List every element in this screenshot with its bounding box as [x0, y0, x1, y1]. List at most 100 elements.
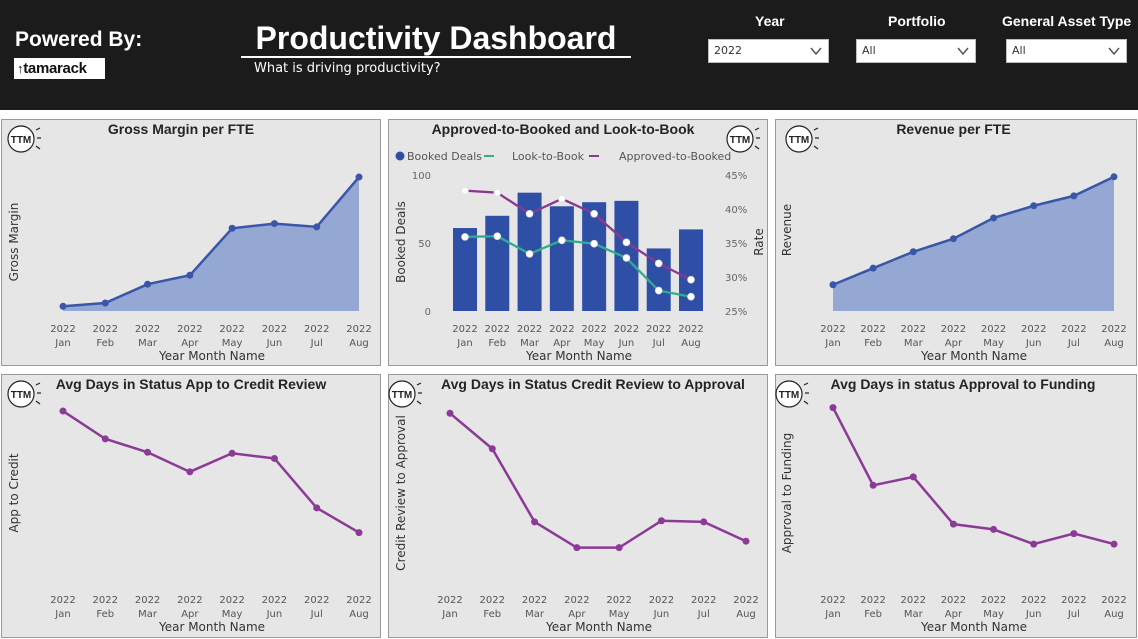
gross-margin-panel: Gross Margin per FTE TTM 2022 Jan 2022 Feb 2…	[1, 119, 381, 366]
data-point	[461, 186, 469, 195]
data-point	[1070, 530, 1078, 538]
data-point	[742, 537, 750, 545]
x-tick-year: 2022	[517, 324, 542, 335]
ttm-ray	[754, 127, 760, 131]
x-tick-month: Jan	[456, 338, 472, 349]
data-point	[101, 435, 109, 443]
x-tick-year: 2022	[304, 595, 329, 606]
revenue-panel: Revenue per FTE TTM 2022 Jan 2022 Feb 2022 Ma…	[775, 119, 1137, 366]
x-tick-month: May	[222, 609, 243, 620]
x-tick-year: 2022	[981, 324, 1006, 335]
data-point	[144, 280, 152, 288]
y-tick-right: 30%	[725, 273, 747, 284]
x-tick-month: Aug	[349, 338, 369, 349]
x-tick-month: Apr	[181, 338, 199, 349]
app-to-credit-chart: 2022 Jan 2022 Feb 2022 Mar 2022 Apr 2022 May 2022 J…	[7, 407, 372, 634]
data-point	[590, 239, 598, 248]
data-point	[990, 214, 998, 222]
portfolio-filter-label: Portfolio	[888, 13, 946, 29]
year-filter-dropdown[interactable]: 2022	[708, 39, 829, 63]
x-tick-year: 2022	[1021, 324, 1046, 335]
x-tick-year: 2022	[901, 324, 926, 335]
x-tick-month: Jul	[310, 609, 323, 620]
series-line	[832, 175, 1115, 286]
chevron-down-icon	[810, 47, 822, 56]
data-point	[622, 254, 631, 262]
x-tick-year: 2022	[860, 595, 885, 606]
x-tick-month: Jun	[266, 338, 283, 349]
x-tick-year: 2022	[581, 324, 606, 335]
x-tick-year: 2022	[93, 324, 118, 335]
x-tick-year: 2022	[1021, 595, 1046, 606]
x-tick-month: Jan	[824, 609, 840, 620]
ttm-icon: TTM	[726, 125, 760, 153]
x-tick-month: Jan	[54, 338, 70, 349]
chevron-down-icon	[957, 47, 969, 56]
data-point	[228, 449, 236, 457]
year-filter-value: 2022	[714, 44, 742, 57]
ttm-ray	[813, 127, 819, 131]
x-tick-year: 2022	[564, 595, 589, 606]
x-tick-year: 2022	[614, 324, 639, 335]
data-point	[654, 259, 663, 268]
ttm-ray	[35, 382, 41, 386]
ttm-text: TTM	[789, 135, 810, 146]
data-point	[949, 235, 957, 243]
x-tick-year: 2022	[135, 324, 160, 335]
revenue-chart: 2022 Jan 2022 Feb 2022 Mar 2022 Apr 2022 May 2022 J…	[780, 173, 1127, 363]
ttm-badge-icon: TTM	[387, 379, 423, 409]
x-tick-month: Jun	[1025, 609, 1042, 620]
approved-to-booked-panel: Approved-to-Booked and Look-to-Book TTM …	[388, 119, 768, 366]
series-line	[62, 176, 360, 308]
approved-to-booked-chart: Booked Deals Look-to-Book Approved-to-Book…	[394, 150, 766, 363]
page-title: Productivity Dashboard	[255, 20, 617, 56]
ttm-circle	[7, 380, 35, 408]
x-tick-month: Jun	[266, 609, 283, 620]
ttm-text: TTM	[11, 390, 32, 401]
x-tick-month: Feb	[483, 609, 501, 620]
ttm-icon: TTM	[388, 380, 422, 408]
x-tick-year: 2022	[649, 595, 674, 606]
x-tick-year: 2022	[346, 324, 371, 335]
y-axis-label: Approval to Funding	[780, 433, 794, 554]
ttm-text: TTM	[11, 135, 32, 146]
x-tick-month: May	[584, 338, 605, 349]
data-point	[573, 544, 581, 552]
powered-by-label: Powered By:	[15, 28, 143, 51]
panel-title: Approved-to-Booked and Look-to-Book	[431, 121, 695, 137]
ttm-text: TTM	[779, 390, 800, 401]
data-point	[687, 292, 695, 301]
dashboard-header: Powered By: ↑tamarack Productivity Dashb…	[0, 0, 1138, 110]
x-tick-month: Jun	[618, 338, 635, 349]
asset-type-filter-label: General Asset Type	[1002, 13, 1132, 29]
ttm-ray	[35, 145, 41, 150]
ttm-ray	[416, 382, 422, 386]
data-point	[270, 454, 278, 462]
panel-title: Avg Days in Status App to Credit Review	[55, 376, 327, 392]
x-tick-year: 2022	[50, 324, 75, 335]
portfolio-filter-value: All	[862, 44, 876, 57]
ttm-ray	[754, 145, 760, 150]
x-tick-month: Feb	[96, 338, 114, 349]
series-line-1	[464, 235, 692, 298]
x-tick-month: Jan	[441, 609, 457, 620]
data-point	[700, 518, 708, 526]
data-point	[949, 520, 957, 528]
ttm-icon: TTM	[775, 380, 809, 408]
panel-title: Gross Margin per FTE	[107, 121, 255, 137]
data-point	[355, 173, 363, 181]
data-point	[909, 248, 917, 256]
x-tick-year: 2022	[678, 324, 703, 335]
x-tick-month: Mar	[520, 338, 540, 349]
data-point	[101, 299, 109, 307]
x-tick-month: Mar	[525, 609, 545, 620]
data-point	[525, 250, 534, 258]
asset-type-filter-dropdown[interactable]: All	[1006, 39, 1127, 63]
asset-type-filter-value: All	[1012, 44, 1026, 57]
legend-marker-booked	[395, 151, 405, 161]
data-point	[869, 264, 877, 272]
credit-review-chart: 2022 Jan 2022 Feb 2022 Mar 2022 Apr 2022 May 2022 J…	[394, 409, 759, 634]
x-tick-year: 2022	[691, 595, 716, 606]
portfolio-filter-dropdown[interactable]: All	[856, 39, 976, 63]
y-tick-right: 35%	[725, 239, 747, 250]
